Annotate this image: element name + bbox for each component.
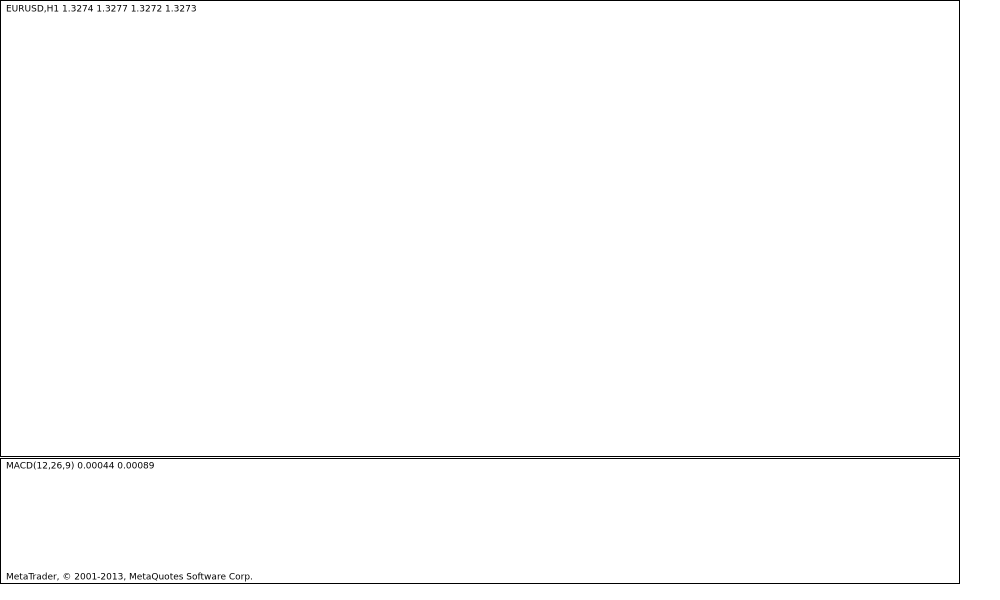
macd-label: MACD(12,26,9) 0.00044 0.00089: [6, 462, 155, 472]
label-layer: EURUSD,H1 1.3274 1.3277 1.3272 1.3273 MA…: [6, 5, 253, 583]
price-panel: [0, 0, 960, 457]
copyright: MetaTrader, © 2001-2013, MetaQuotes Soft…: [6, 573, 253, 583]
macd-panel: [0, 458, 960, 584]
ohlc-values: 1.3274 1.3277 1.3272 1.3273: [62, 5, 197, 15]
chart-title: EURUSD,H1: [6, 5, 59, 15]
